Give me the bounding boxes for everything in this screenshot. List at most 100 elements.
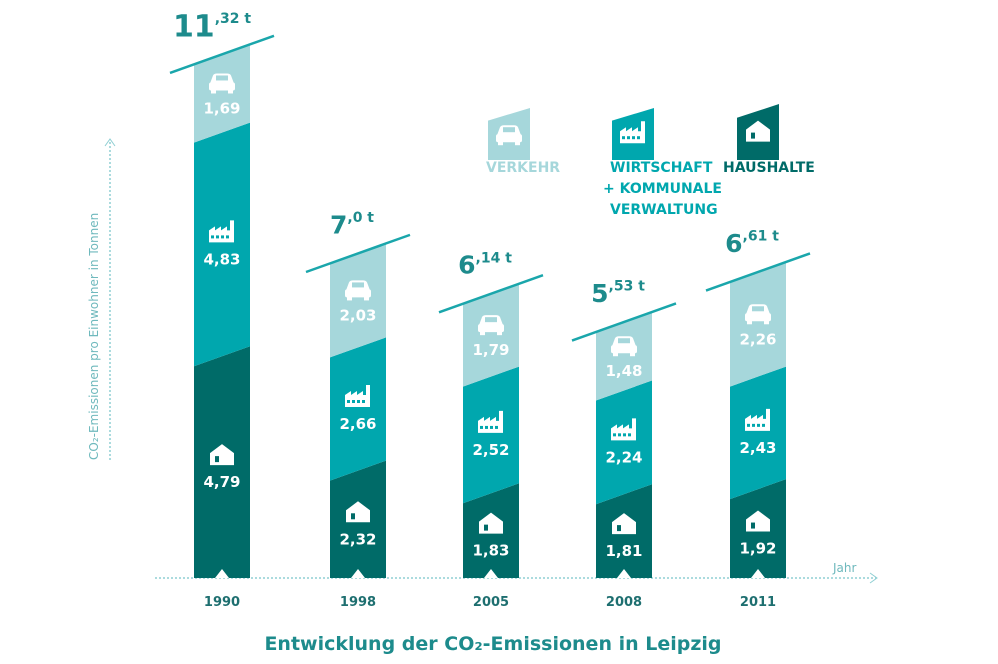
factory-window xyxy=(357,400,360,404)
house-door xyxy=(351,513,355,520)
car-wheel xyxy=(228,89,233,94)
bar-segment xyxy=(596,311,652,401)
data-label: 2,43 xyxy=(739,439,776,457)
car-wheel xyxy=(498,141,503,146)
car-icon xyxy=(745,304,771,325)
data-label: 1,83 xyxy=(472,542,509,560)
car-icon xyxy=(611,336,637,357)
factory-window xyxy=(216,235,219,239)
bar-segment xyxy=(730,261,786,387)
factory-window xyxy=(485,425,488,429)
legend-item: HAUSHALTE xyxy=(723,104,815,176)
baseline-notch xyxy=(617,569,631,578)
bar-segment xyxy=(330,243,386,358)
x-axis-label: Jahr xyxy=(832,561,856,575)
bar-1990: 4,79 4,83 1,69 11,32 t 1990 xyxy=(169,9,275,610)
legend-item: VERKEHR xyxy=(486,108,560,176)
car-base xyxy=(496,134,522,143)
baseline-notch xyxy=(351,569,365,578)
bar-segment xyxy=(194,44,250,143)
factory-window xyxy=(221,235,224,239)
factory-window xyxy=(637,136,640,140)
total-label: 7,0 t xyxy=(330,210,374,239)
y-axis-arrow xyxy=(104,138,116,147)
total-line xyxy=(571,302,677,342)
car-wheel xyxy=(211,89,216,94)
car-wheel xyxy=(497,331,502,336)
factory-window xyxy=(762,423,765,427)
legend-label: WIRTSCHAFT xyxy=(610,160,713,176)
bar-segment xyxy=(730,366,786,500)
data-label: 1,81 xyxy=(605,542,642,560)
baseline-notch xyxy=(484,569,498,578)
legend-label: HAUSHALTE xyxy=(723,160,815,176)
x-tick-label: 2008 xyxy=(606,595,642,610)
total-line xyxy=(169,34,275,75)
factory-icon xyxy=(209,220,234,243)
data-label: 4,79 xyxy=(203,473,240,491)
data-label: 1,79 xyxy=(472,341,509,359)
y-axis-label: CO₂-Emissionen pro Einwohner in Tonnen xyxy=(87,213,101,460)
car-window xyxy=(752,306,764,312)
bar-2008: 1,81 2,24 1,48 5,53 t 2008 xyxy=(571,279,677,610)
total-line xyxy=(438,273,544,314)
car-wheel xyxy=(613,352,618,357)
factory-window xyxy=(752,423,755,427)
total-label: 6,61 t xyxy=(725,229,779,258)
factory-window xyxy=(211,235,214,239)
bar-segment xyxy=(463,366,519,504)
car-wheel xyxy=(347,296,352,301)
car-window xyxy=(216,75,228,81)
total-line xyxy=(705,252,811,292)
factory-window xyxy=(613,433,616,437)
house-door xyxy=(751,522,755,529)
bar-segment xyxy=(330,337,386,481)
car-base xyxy=(478,324,504,333)
data-label: 2,03 xyxy=(339,306,376,324)
car-wheel xyxy=(764,320,769,325)
factory-icon xyxy=(478,410,503,433)
factory-window xyxy=(632,136,635,140)
factory-window xyxy=(628,433,631,437)
house-icon xyxy=(746,120,770,142)
car-base xyxy=(611,345,637,354)
factory-window xyxy=(618,433,621,437)
factory-window xyxy=(757,423,760,427)
bar-segment xyxy=(463,283,519,387)
data-label: 1,69 xyxy=(203,99,240,117)
house-icon xyxy=(479,512,503,534)
car-wheel xyxy=(480,331,485,336)
data-label: 2,52 xyxy=(472,441,509,459)
car-window xyxy=(485,317,497,323)
factory-window xyxy=(352,400,355,404)
x-axis-arrow xyxy=(869,572,878,584)
car-window xyxy=(503,127,515,133)
car-window xyxy=(352,282,364,288)
factory-window xyxy=(347,400,350,404)
total-line xyxy=(305,233,411,274)
data-label: 2,32 xyxy=(339,530,376,548)
factory-window xyxy=(226,235,229,239)
bar-segment xyxy=(596,380,652,505)
data-label: 4,83 xyxy=(203,250,240,268)
legend-label: VERWALTUNG xyxy=(610,202,718,218)
baseline-notch xyxy=(751,569,765,578)
x-tick-label: 1990 xyxy=(204,595,240,610)
legend-item: WIRTSCHAFT + KOMMUNALE VERWALTUNG xyxy=(603,108,722,218)
x-tick-label: 1998 xyxy=(340,595,376,610)
car-icon xyxy=(209,73,235,94)
car-wheel xyxy=(747,320,752,325)
factory-window xyxy=(490,425,493,429)
house-icon xyxy=(746,510,770,532)
car-icon xyxy=(478,315,504,336)
data-label: 1,92 xyxy=(739,540,776,558)
car-base xyxy=(209,82,235,91)
total-label: 11,32 t xyxy=(173,9,251,44)
total-label: 5,53 t xyxy=(591,279,645,308)
factory-window xyxy=(627,136,630,140)
data-label: 2,26 xyxy=(739,330,776,348)
factory-window xyxy=(495,425,498,429)
factory-icon xyxy=(745,408,770,431)
car-base xyxy=(345,289,371,298)
